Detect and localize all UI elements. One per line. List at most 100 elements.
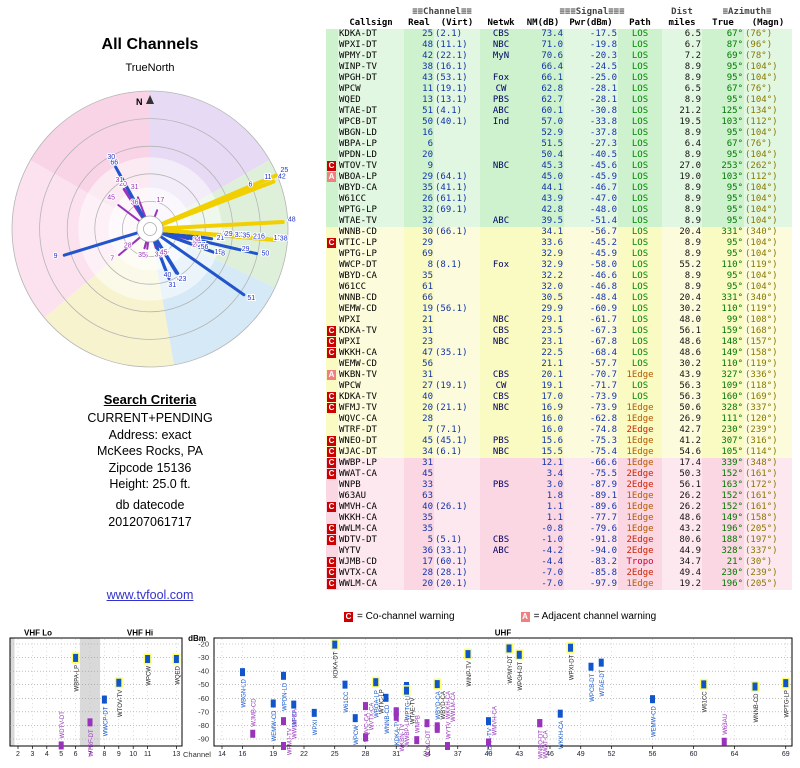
cell-distance: 8.9 bbox=[662, 183, 703, 194]
cell-distance: 55.2 bbox=[662, 260, 703, 271]
cell-network bbox=[480, 194, 522, 205]
cell-distance: 26.2 bbox=[662, 502, 703, 513]
cell-azimuth-true: 95° bbox=[726, 216, 744, 226]
cell-azimuth-magnetic: (104°) bbox=[744, 183, 793, 194]
cell-azimuth-magnetic: (340°) bbox=[744, 293, 793, 304]
cell-warn bbox=[326, 381, 338, 392]
cell-virtual-channel: (11.1) bbox=[434, 40, 481, 51]
cell-noise-margin: -4.4 bbox=[541, 557, 564, 567]
search-criteria-heading: Search Criteria bbox=[103, 392, 197, 407]
radar-channel-label: 33 bbox=[155, 252, 163, 259]
cell-path: LOS bbox=[631, 51, 649, 61]
cell-noise-margin: 16.0 bbox=[541, 425, 564, 435]
cell-noise-margin: 3.0 bbox=[546, 480, 564, 490]
cell-callsign: KDKA-TV bbox=[338, 326, 404, 337]
x-tick-label: 64 bbox=[731, 751, 739, 758]
cell-network: NBC bbox=[492, 315, 510, 325]
column-header-cell: miles bbox=[668, 18, 696, 28]
cell-network: CBS bbox=[492, 370, 510, 380]
cell-noise-margin: 15.6 bbox=[541, 436, 564, 446]
cell-azimuth-true: 105° bbox=[721, 447, 744, 457]
cell-warn: C bbox=[326, 524, 338, 535]
radar-channel-label: 34 bbox=[193, 237, 201, 244]
cell-real-channel: 29 bbox=[422, 172, 433, 182]
cell-noise-margin: 1.8 bbox=[546, 491, 564, 501]
cell-callsign: WTRF-DT bbox=[338, 425, 404, 436]
cell-distance: 8.9 bbox=[662, 238, 703, 249]
cell-azimuth-true: 95° bbox=[726, 95, 744, 105]
cell-distance: 19.5 bbox=[662, 117, 703, 128]
y-tick-label: -70 bbox=[198, 707, 209, 716]
tvfool-link[interactable]: www.tvfool.com bbox=[106, 588, 194, 602]
cell-callsign: WPCB-DT bbox=[338, 117, 404, 128]
cell-path: 1Edge bbox=[626, 502, 654, 512]
spectrum-bar bbox=[58, 741, 64, 750]
cell-real-channel: 32 bbox=[422, 205, 433, 215]
cell-distance: 48.0 bbox=[662, 315, 703, 326]
cell-noise-margin: 3.4 bbox=[546, 469, 564, 479]
cell-distance: 43.2 bbox=[662, 524, 703, 535]
cell-warn bbox=[326, 84, 338, 95]
spectrum-bar bbox=[383, 693, 389, 702]
radar-spoke bbox=[161, 230, 259, 256]
cell-noise-margin: 22.5 bbox=[541, 348, 564, 358]
table-row: C WNEO-DT 45 (45.1) PBS 15.6 -75.3 1Edge 41.2 307… bbox=[326, 436, 793, 447]
cell-azimuth-magnetic: (158°) bbox=[744, 513, 793, 524]
cell-real-channel: 66 bbox=[422, 293, 433, 303]
cell-network: NBC bbox=[492, 447, 510, 457]
cell-azimuth-magnetic: (104°) bbox=[744, 62, 793, 73]
x-tick-label: 52 bbox=[608, 751, 616, 758]
cell-noise-margin: 60.1 bbox=[541, 106, 564, 116]
cell-real-channel: 27 bbox=[422, 381, 433, 391]
cell-network bbox=[480, 249, 522, 260]
adjacent-warning-icon: A bbox=[327, 370, 336, 380]
cell-warn: A bbox=[326, 370, 338, 381]
cell-warn bbox=[326, 546, 338, 557]
cell-path: LOS bbox=[631, 183, 649, 193]
cell-power: -58.0 bbox=[564, 260, 619, 271]
co-channel-warning-icon: C bbox=[327, 568, 336, 578]
cell-warn: C bbox=[326, 579, 338, 590]
group-header-cell bbox=[326, 7, 404, 18]
cell-virtual-channel: (40.1) bbox=[434, 117, 481, 128]
cell-power: -89.6 bbox=[564, 502, 619, 513]
signal-table: ≡≡Channel≡≡ ≡≡≡Signal≡≡≡ Dist ≡Azimuth≡ Call… bbox=[326, 7, 793, 590]
cell-azimuth-magnetic: (205°) bbox=[744, 579, 793, 590]
cell-callsign: WNEO-DT bbox=[338, 436, 404, 447]
bar-label: W61CC bbox=[703, 691, 709, 713]
north-label: N bbox=[136, 97, 143, 107]
cell-azimuth-magnetic: (96°) bbox=[744, 40, 793, 51]
cell-callsign: WKKH-CA bbox=[338, 348, 404, 359]
cell-noise-margin: -7.0 bbox=[541, 579, 564, 589]
cell-power: -46.8 bbox=[564, 282, 619, 293]
cell-path: 2Edge bbox=[626, 568, 654, 578]
cell-network bbox=[480, 150, 522, 161]
cell-noise-margin: -0.8 bbox=[541, 524, 564, 534]
x-tick-label: 3 bbox=[30, 751, 34, 758]
cell-azimuth-true: 253° bbox=[721, 161, 744, 171]
cell-azimuth-magnetic: (104°) bbox=[744, 128, 793, 139]
cell-azimuth-magnetic: (337°) bbox=[744, 403, 793, 414]
cell-warn: C bbox=[326, 348, 338, 359]
cell-network bbox=[480, 425, 522, 436]
bar-label: WJMB-CD bbox=[252, 698, 258, 727]
cell-noise-margin: -7.0 bbox=[541, 568, 564, 578]
cell-path: LOS bbox=[631, 172, 649, 182]
cell-network bbox=[480, 491, 522, 502]
table-row: WWCP-DT 8 (8.1) Fox 32.9 -58.0 LOS 55.2 110° (119… bbox=[326, 260, 793, 271]
cell-power: -73.9 bbox=[564, 392, 619, 403]
table-row: C WDTV-DT 5 (5.1) CBS -1.0 -91.8 2Edge 80.6 188°(… bbox=[326, 535, 793, 546]
cell-path: LOS bbox=[631, 117, 649, 127]
radar-spoke bbox=[160, 231, 217, 255]
radar-channel-label: 8 bbox=[221, 251, 225, 258]
cell-power: -37.8 bbox=[564, 128, 619, 139]
radar-channel-label: 35 bbox=[161, 249, 169, 256]
cell-virtual-channel: (19.1) bbox=[434, 84, 481, 95]
cell-warn: C bbox=[326, 337, 338, 348]
cell-noise-margin: 73.4 bbox=[541, 29, 564, 39]
band-label: UHF bbox=[495, 629, 512, 638]
cell-power: -66.6 bbox=[564, 458, 619, 469]
cell-virtual-channel bbox=[434, 161, 481, 172]
page-title: All Channels bbox=[101, 36, 199, 53]
table-row: A WKBN-TV 31 CBS 20.1 -70.7 1Edge 43.9 327° (336°… bbox=[326, 370, 793, 381]
